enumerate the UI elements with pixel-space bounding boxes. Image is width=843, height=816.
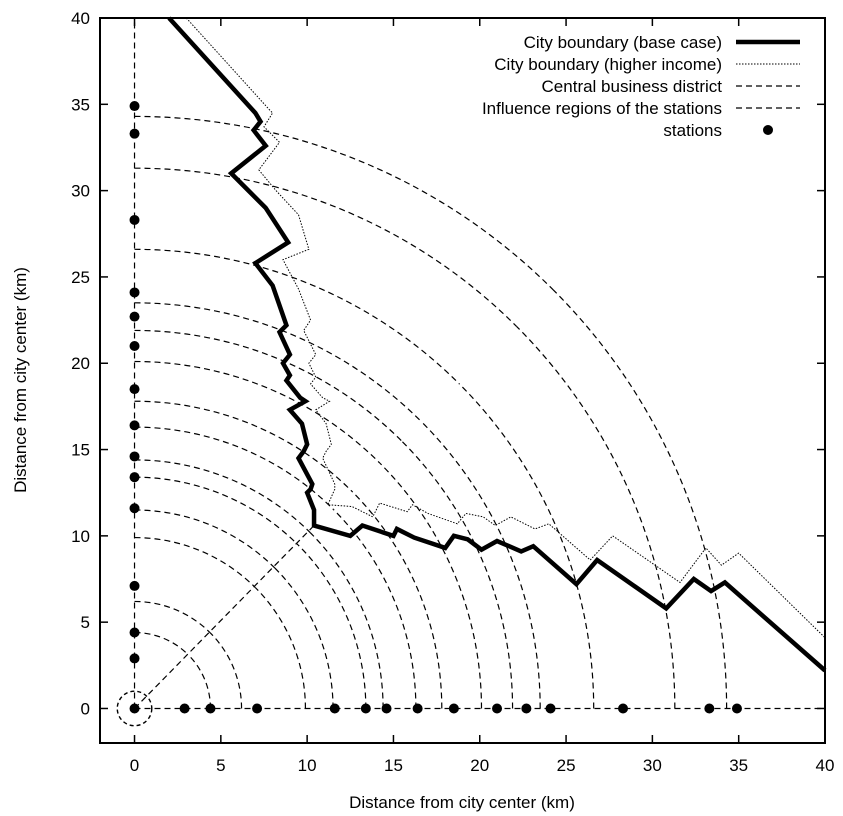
influence-arc-x <box>254 587 307 709</box>
x-tick-label: 20 <box>470 756 489 775</box>
x-axis-label: Distance from city center (km) <box>349 793 575 812</box>
influence-arc-x <box>420 421 541 709</box>
influence-arc-x <box>309 532 384 709</box>
y-tick-label: 15 <box>71 441 90 460</box>
x-tick-label: 25 <box>557 756 576 775</box>
influence-arc-y <box>134 360 381 464</box>
station-point <box>704 703 715 714</box>
axis-ticks: 0 5 10 15 20 25 30 35 40 0 5 10 15 20 25 30 35 40 <box>71 9 834 775</box>
station-point <box>129 311 140 322</box>
influence-arc-x <box>552 289 728 709</box>
station-point <box>448 703 459 714</box>
x-tick-label: 0 <box>130 756 139 775</box>
station-point <box>129 703 140 714</box>
station-point <box>129 101 140 112</box>
station-point <box>129 420 140 431</box>
plot-background <box>100 18 825 743</box>
station-point <box>129 580 140 591</box>
station-point <box>129 287 140 298</box>
y-tick-label: 25 <box>71 268 90 287</box>
y-tick-label: 5 <box>81 613 90 632</box>
station-point <box>360 703 371 714</box>
influence-arc-x <box>516 326 676 709</box>
station-point <box>129 503 140 514</box>
influence-arc-x <box>187 654 212 709</box>
legend-label: Central business district <box>542 77 723 96</box>
legend-label: stations <box>663 121 722 140</box>
influence-arc-x <box>297 544 367 709</box>
influence-arc-x <box>333 509 417 709</box>
y-tick-label: 40 <box>71 9 90 28</box>
legend-swatch-dot <box>763 125 773 135</box>
influence-arc-y <box>134 600 211 634</box>
x-tick-label: 15 <box>384 756 403 775</box>
plot-frame <box>99 17 826 744</box>
y-tick-label: 0 <box>81 699 90 718</box>
station-point <box>205 703 216 714</box>
influence-arc-y <box>134 248 460 385</box>
legend-label: City boundary (base case) <box>524 33 722 52</box>
legend: City boundary (base case) City boundary (… <box>482 33 800 140</box>
station-point <box>381 703 392 714</box>
station-point <box>129 472 140 483</box>
station-point <box>129 340 140 351</box>
cbd-circle <box>116 690 153 727</box>
influence-arc-x <box>351 490 443 709</box>
station-point <box>129 653 140 664</box>
influence-arc-y <box>134 426 334 510</box>
y-axis-label: Distance from city center (km) <box>11 267 30 493</box>
station-point <box>492 703 503 714</box>
station-point <box>412 703 423 714</box>
influence-arc-y <box>134 115 554 291</box>
station-point <box>329 703 340 714</box>
x-tick-label: 5 <box>216 756 225 775</box>
station-point <box>129 384 140 395</box>
station-point <box>179 703 190 714</box>
influence-arc-y <box>134 536 256 589</box>
influence-arc-y <box>134 459 311 534</box>
station-point <box>129 451 140 462</box>
influence-arc-y <box>134 302 422 423</box>
influence-arc-y <box>134 476 299 546</box>
y-tick-label: 30 <box>71 182 90 201</box>
influence-arc-y <box>134 631 189 656</box>
x-tick-label: 40 <box>816 756 835 775</box>
diagonal-line <box>134 525 315 709</box>
station-point <box>521 703 532 714</box>
chart-marks <box>116 16 827 727</box>
legend-label: City boundary (higher income) <box>494 55 722 74</box>
influence-arc-x <box>379 462 483 709</box>
y-tick-label: 35 <box>71 95 90 114</box>
boundary-base-line <box>167 16 827 673</box>
legend-label: Influence regions of the stations <box>482 99 722 118</box>
x-tick-label: 10 <box>298 756 317 775</box>
x-tick-label: 35 <box>729 756 748 775</box>
y-tick-label: 20 <box>71 354 90 373</box>
station-point <box>129 128 140 139</box>
boundary-higher-income-line <box>185 17 826 639</box>
station-point <box>545 703 556 714</box>
station-point <box>129 627 140 638</box>
influence-arc-y <box>134 167 517 327</box>
station-point <box>731 703 742 714</box>
influence-arc-x <box>209 632 243 709</box>
station-point <box>618 703 629 714</box>
y-tick-label: 10 <box>71 527 90 546</box>
station-point <box>129 214 140 225</box>
station-point <box>252 703 263 714</box>
x-tick-label: 30 <box>643 756 662 775</box>
